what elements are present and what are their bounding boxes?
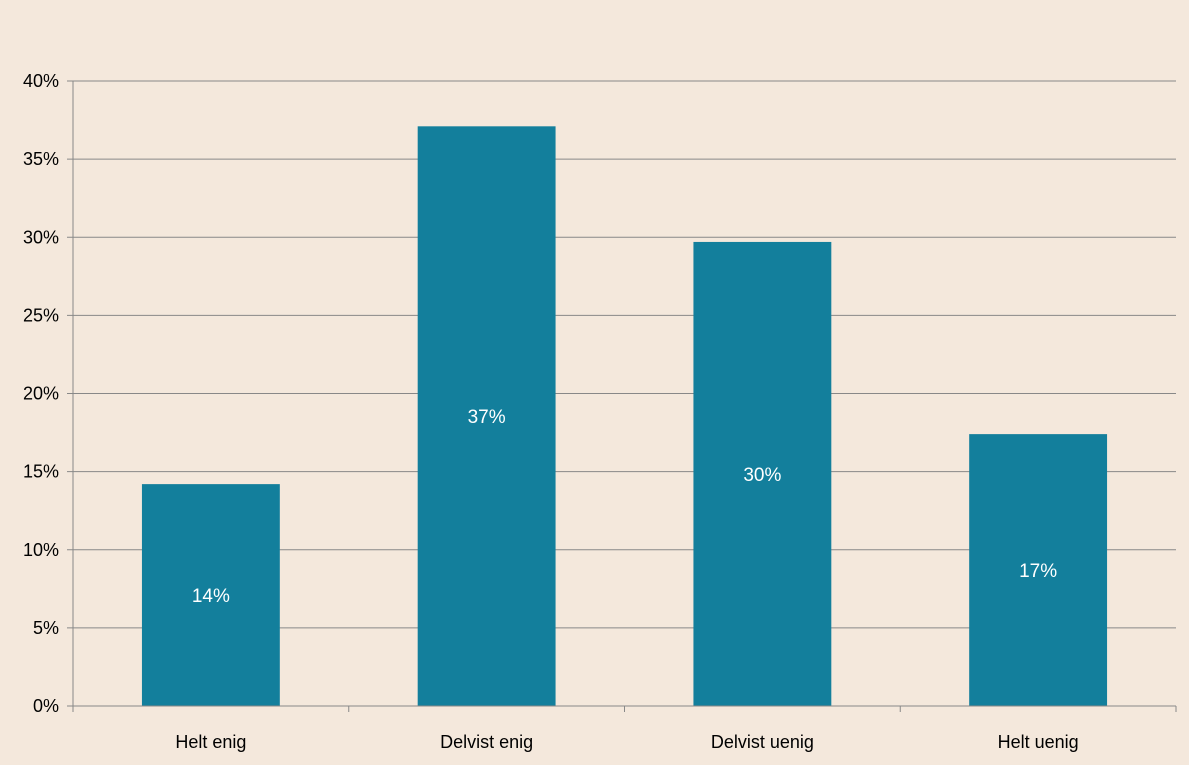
bar (693, 241, 832, 706)
bar-value-label: 30% (743, 465, 781, 486)
axes (67, 80, 1177, 712)
x-tick-label: Helt uenig (998, 732, 1079, 752)
bars (141, 126, 1108, 706)
y-tick-label: 10% (23, 540, 59, 560)
y-tick-label: 30% (23, 227, 59, 247)
labels: 0% 5% 10% 15% 20% 25% 30% 35% 40% 14% Helt enig 37%… (23, 71, 1079, 752)
y-tick-label: 35% (23, 149, 59, 169)
x-tick-label: Delvist enig (440, 732, 533, 752)
x-tick-label: Delvist uenig (711, 732, 814, 752)
bar (141, 484, 280, 706)
y-tick-label: 15% (23, 462, 59, 482)
y-tick-label: 20% (23, 384, 59, 404)
y-tick-label: 25% (23, 305, 59, 325)
y-tick-label: 0% (33, 696, 59, 716)
x-tick-label: Helt enig (175, 732, 246, 752)
y-tick-label: 40% (23, 71, 59, 91)
bar-value-label: 37% (468, 407, 506, 428)
bar (969, 434, 1108, 706)
bar (417, 126, 556, 706)
bar-value-label: 14% (192, 586, 230, 607)
bar-value-label: 17% (1019, 561, 1057, 582)
y-tick-label: 5% (33, 618, 59, 638)
